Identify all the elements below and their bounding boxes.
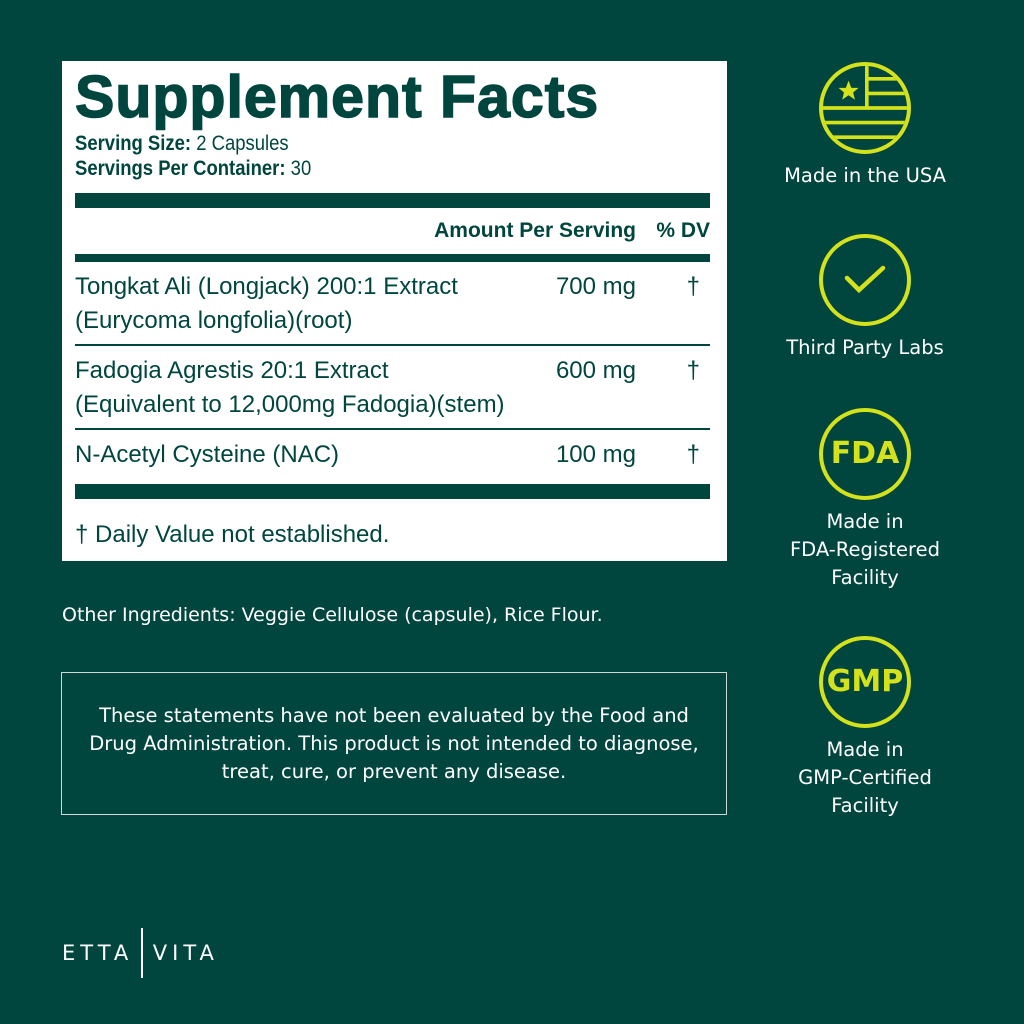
footnote: † Daily Value not established. [75,521,390,548]
badge-usa: Made in the USA [765,62,965,190]
gmp-icon: GMP [819,636,911,728]
divider [75,484,710,499]
table-header: Amount Per Serving% DV [434,219,710,242]
brand-logo: ETTA VITA [62,928,219,978]
table-row: Fadogia Agrestis 20:1 Extract (Equivalent… [75,357,700,418]
usa-flag-icon [819,62,911,154]
facts-title: Supplement Facts [74,63,600,131]
fda-icon: FDA [819,408,911,500]
badge-third-party: Third Party Labs [765,234,965,362]
serving-size: Serving Size: 2 Capsules [75,132,289,155]
badge-label: GMP-Certified [798,766,932,789]
badge-label: Made in [826,738,904,761]
badge-label: FDA-Registered [789,538,941,561]
servings-per-container: Servings Per Container: 30 [75,157,312,180]
supplement-facts-panel: Supplement Facts Serving Size: 2 Capsule… [62,61,727,561]
fda-disclaimer: These statements have not been evaluated… [61,672,727,815]
other-ingredients: Other Ingredients: Veggie Cellulose (cap… [62,604,603,626]
divider [75,193,710,208]
badge-label: Made in [826,510,904,533]
badge-gmp: GMP Made in GMP-Certified Facility [765,636,965,820]
badge-fda: FDA Made in FDA-Registered Facility [765,408,965,592]
table-row: Tongkat Ali (Longjack) 200:1 Extract (Eur… [75,273,700,334]
badge-label: Third Party Labs [786,336,944,359]
badge-label: Made in the USA [784,164,946,187]
badge-label: Facility [831,566,899,589]
divider [75,428,710,430]
table-row: N-Acetyl Cysteine (NAC) 100 mg † [75,441,700,468]
check-icon [819,234,911,326]
divider [75,254,710,262]
divider [75,344,710,346]
badge-label: Facility [831,794,899,817]
